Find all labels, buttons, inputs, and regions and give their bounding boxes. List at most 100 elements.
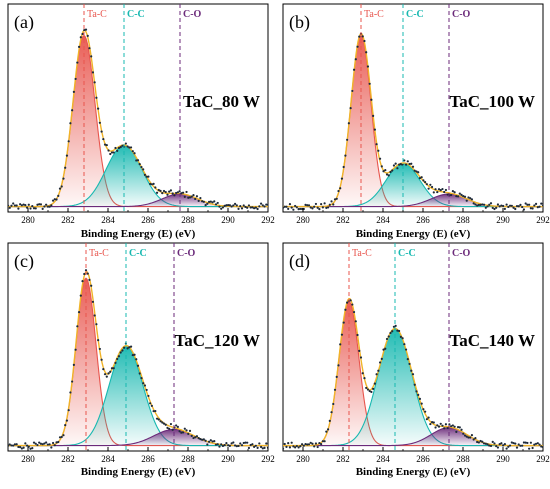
data-point [387,335,390,338]
data-point [377,149,380,152]
data-point [251,443,254,446]
data-point [425,183,428,186]
data-point [233,202,237,205]
data-point [514,442,517,445]
data-point [202,438,205,441]
data-point [214,443,218,446]
data-point [330,200,333,203]
data-point [223,204,226,207]
data-point [93,314,96,317]
data-point [378,157,382,160]
data-point [164,423,167,426]
data-point [194,197,197,201]
data-point [380,165,383,168]
data-point [169,189,173,192]
data-point [307,204,311,207]
data-point [346,138,349,141]
data-point [253,207,256,210]
data-point [43,205,46,208]
data-point [249,443,252,447]
data-point [398,163,401,166]
data-point [540,202,543,205]
peak-label-ta-c: Ta-C [352,248,372,259]
data-point [510,204,513,207]
data-point [232,204,235,207]
data-point [22,446,25,449]
data-point [57,194,60,197]
data-point [100,358,103,361]
peak-label-c-c: C-C [129,248,147,259]
peak-label-c-o: C-O [177,248,196,259]
data-point [81,32,84,36]
data-point [154,186,157,189]
data-point [60,435,63,439]
data-point [227,444,230,447]
data-point [437,425,441,428]
data-point [206,443,209,446]
data-point [133,353,136,356]
data-point [417,171,420,174]
data-point [244,441,247,444]
data-point [307,443,311,446]
data-point [295,206,298,209]
plot-area [8,269,268,450]
data-point [79,36,82,39]
data-point [531,446,534,450]
data-point [489,202,493,205]
x-axis-label: Binding Energy (E) (eV) [81,228,196,240]
data-point [398,329,401,333]
data-point [375,373,378,376]
data-point [43,442,46,445]
data-point [39,442,43,445]
data-point [377,369,380,372]
data-point [500,204,503,207]
data-point [453,191,456,194]
data-point [138,163,141,166]
data-point [8,443,11,446]
data-point [469,197,472,200]
data-point [221,444,225,448]
data-point [297,208,300,211]
data-point [207,200,211,203]
data-point [237,207,240,210]
data-point [145,388,148,392]
data-point [129,146,133,149]
data-point [71,380,74,383]
data-point [77,311,81,314]
data-point [536,442,539,445]
data-point [157,188,160,192]
data-point [285,445,288,448]
peak-label-c-o: C-O [452,9,471,20]
data-point [507,445,510,448]
data-point [246,206,249,209]
data-point [265,442,268,445]
data-point [441,187,444,191]
data-point [370,390,373,394]
panel-label: (c) [14,251,34,272]
data-point [50,446,53,449]
data-point [406,160,409,163]
data-point [450,425,453,428]
data-point [166,193,169,196]
data-point [242,441,245,445]
data-point [304,442,307,446]
data-point [164,190,167,194]
data-point [479,439,482,443]
x-tick-label: 280 [21,454,35,464]
data-point [91,71,95,74]
data-point [512,206,515,209]
data-point [387,174,390,177]
data-point [510,441,513,444]
data-point [81,280,84,283]
data-point [356,333,359,337]
peak-label-ta-c: Ta-C [364,9,384,20]
peak-fill-c-o [8,429,268,446]
data-point [143,173,147,176]
data-point [495,445,498,448]
data-point [183,427,186,430]
data-point [372,387,375,390]
data-point [15,443,18,446]
data-point [225,204,228,207]
data-point [79,294,82,297]
x-tick-label: 284 [101,454,115,464]
